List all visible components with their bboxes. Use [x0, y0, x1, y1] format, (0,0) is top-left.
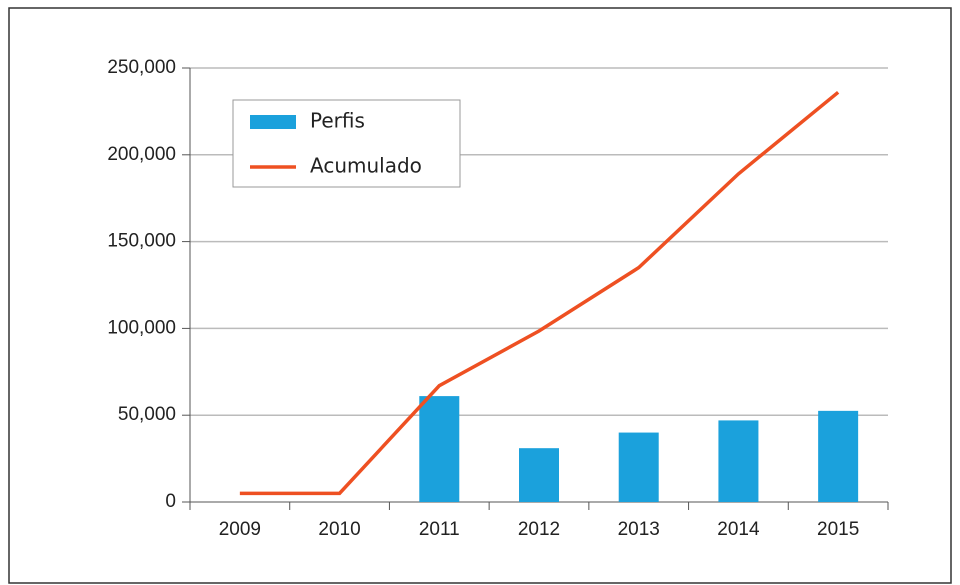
y-tick-label: 150,000: [107, 231, 176, 252]
bar: [718, 420, 759, 502]
y-tick-label: 100,000: [107, 317, 176, 338]
bar: [818, 410, 859, 502]
frame: [8, 7, 952, 584]
x-tick-label: 2014: [717, 519, 760, 540]
y-tick-label: 50,000: [118, 404, 176, 425]
bar: [618, 432, 659, 502]
y-tick-label: 200,000: [107, 144, 176, 165]
bar: [419, 396, 460, 502]
bar: [519, 448, 559, 502]
legend-box: [232, 99, 461, 188]
line: [239, 90, 840, 496]
x-tick-label: 2015: [817, 519, 859, 540]
legend-swatch: [250, 115, 296, 129]
legend-label: Perfis: [310, 109, 365, 133]
legend-label: Acumulado: [310, 154, 422, 178]
y-tick-label: 250,000: [107, 57, 176, 78]
x-tick-label: 2011: [419, 519, 460, 540]
x-tick-label: 2009: [219, 519, 261, 540]
x-tick-label: 2013: [618, 519, 660, 540]
x-tick-label: 2010: [318, 519, 360, 540]
y-tick-label: 0: [165, 491, 176, 512]
x-tick-label: 2012: [518, 519, 560, 540]
